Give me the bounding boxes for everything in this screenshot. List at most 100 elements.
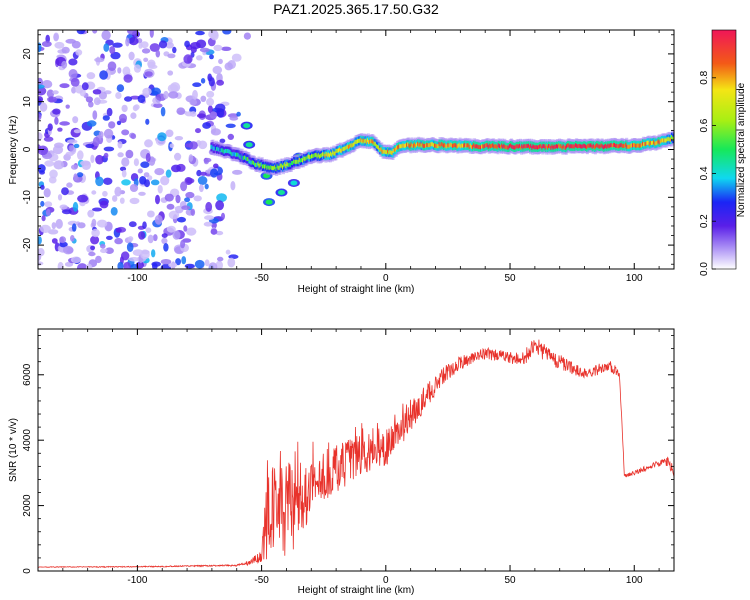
noise-blob	[205, 201, 213, 212]
noise-blob	[39, 102, 48, 112]
noise-blob	[43, 188, 51, 198]
noise-blob	[47, 229, 59, 235]
noise-blob	[216, 193, 228, 203]
noise-blob	[102, 190, 108, 197]
noise-blob	[215, 260, 223, 269]
noise-blob	[232, 169, 243, 175]
noise-blob	[199, 47, 210, 53]
noise-blob	[230, 181, 236, 191]
noise-blob	[176, 107, 186, 115]
noise-blob	[157, 132, 167, 142]
noise-blob	[165, 129, 174, 138]
noise-blob	[95, 176, 104, 187]
noise-blob	[61, 46, 70, 54]
noise-blob	[52, 145, 64, 155]
noise-blob	[206, 97, 215, 106]
noise-blob	[151, 87, 161, 96]
colorbar-ticks	[712, 77, 716, 270]
noise-blob	[98, 91, 107, 100]
noise-blob	[54, 116, 59, 125]
noise-blob	[90, 245, 96, 251]
noise-blob	[174, 152, 182, 161]
noise-blob	[103, 152, 109, 159]
noise-blob	[115, 92, 122, 99]
noise-blob	[200, 95, 207, 103]
bottom-y-tick-label: 4000	[22, 429, 33, 452]
noise-blob	[53, 33, 59, 42]
noise-blob	[92, 30, 98, 34]
noise-blob	[175, 258, 182, 266]
noise-blob	[43, 136, 54, 142]
noise-blob	[153, 103, 163, 108]
bottom-x-tick-label: 0	[383, 575, 389, 586]
noise-blob	[190, 208, 196, 216]
noise-blob	[203, 157, 212, 163]
noise-blob	[145, 227, 152, 233]
noise-blob	[190, 42, 201, 50]
noise-blob	[209, 54, 214, 60]
noise-blob	[133, 104, 140, 110]
noise-blob	[215, 200, 225, 211]
noise-blob	[221, 212, 225, 220]
colorbar-frame	[711, 29, 737, 270]
noise-blob	[175, 194, 181, 204]
bottom-y-tick-label: 2000	[22, 494, 33, 517]
noise-blob	[38, 84, 45, 89]
noise-blob	[71, 223, 77, 232]
top-y-tick-label: 20	[22, 48, 33, 60]
noise-blob	[71, 86, 77, 94]
noise-blob	[188, 154, 194, 162]
noise-blob	[77, 150, 84, 160]
noise-blob	[133, 64, 142, 73]
noise-blob	[40, 184, 45, 190]
noise-blob	[70, 256, 82, 264]
noise-blob	[105, 247, 114, 254]
signal-blob	[265, 199, 273, 205]
colorbar-tick-label: 0.6	[699, 118, 710, 132]
noise-blob	[208, 262, 218, 269]
noise-blob	[225, 123, 236, 128]
noise-blob	[127, 236, 134, 242]
noise-blob	[193, 195, 202, 202]
noise-blob	[55, 218, 63, 229]
noise-blob	[143, 57, 149, 62]
noise-blob	[68, 145, 74, 152]
noise-blob	[144, 71, 153, 77]
noise-blob	[53, 160, 64, 170]
noise-blob	[167, 70, 174, 76]
noise-blob	[73, 173, 78, 181]
noise-blob	[160, 175, 170, 186]
noise-blob	[168, 91, 179, 99]
noise-blob	[204, 259, 210, 267]
noise-blob	[151, 249, 156, 258]
noise-blob	[147, 61, 156, 67]
noise-blob	[142, 87, 152, 96]
noise-blob	[121, 129, 130, 136]
noise-blob	[93, 97, 101, 106]
noise-blob	[123, 261, 131, 269]
noise-blob	[38, 96, 44, 103]
noise-blob	[189, 111, 197, 117]
noise-blob	[167, 53, 176, 59]
noise-blob	[99, 70, 108, 80]
noise-blob	[130, 95, 141, 100]
noise-blob	[129, 184, 139, 192]
noise-blob	[88, 101, 94, 108]
noise-blob	[121, 157, 130, 167]
noise-blob	[40, 200, 45, 207]
noise-blob	[204, 215, 215, 221]
noise-blob	[39, 224, 51, 233]
noise-blob	[90, 235, 100, 245]
noise-blob	[54, 41, 65, 49]
noise-blob	[92, 207, 103, 212]
noise-blob	[192, 82, 202, 87]
noise-blob	[217, 256, 224, 262]
noise-blob	[222, 30, 232, 35]
top-y-tick-label: 10	[22, 96, 33, 108]
noise-blob	[203, 221, 213, 227]
noise-blob	[161, 233, 168, 239]
signal-blob	[277, 190, 285, 196]
noise-blob	[138, 43, 143, 49]
noise-blob	[174, 136, 184, 141]
noise-blob	[81, 161, 92, 170]
